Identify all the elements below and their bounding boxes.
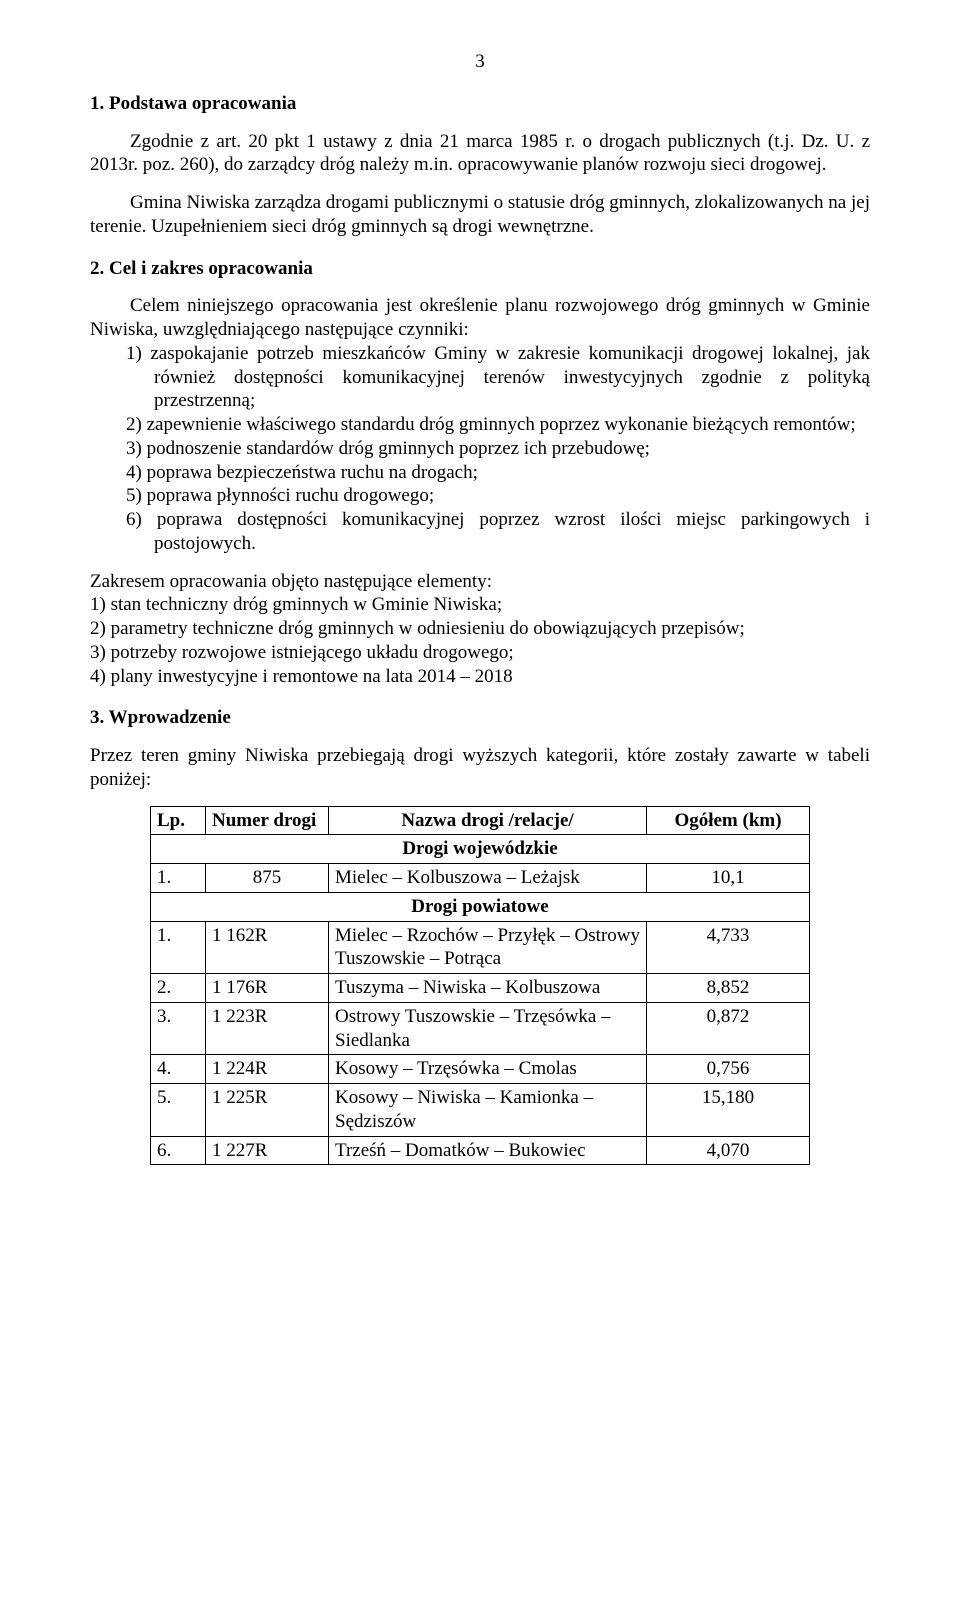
cell-nazwa: Kosowy – Trzęsówka – Cmolas (329, 1055, 647, 1084)
col-header-numer: Numer drogi (206, 806, 329, 835)
cell-lp: 1. (151, 864, 206, 893)
cell-numer: 1 225R (206, 1084, 329, 1137)
table-row: 1. 1 162R Mielec – Rzochów – Przyłęk – O… (151, 921, 810, 974)
cell-lp: 2. (151, 974, 206, 1003)
cell-nazwa: Ostrowy Tuszowskie – Trzęsówka – Siedlan… (329, 1002, 647, 1055)
cell-numer: 1 176R (206, 974, 329, 1003)
cell-ogolem: 15,180 (647, 1084, 810, 1137)
cell-nazwa: Kosowy – Niwiska – Kamionka – Sędziszów (329, 1084, 647, 1137)
cell-ogolem: 0,756 (647, 1055, 810, 1084)
list-item: 3) potrzeby rozwojowe istniejącego układ… (90, 641, 870, 665)
section-2-scope-list: 1) stan techniczny dróg gminnych w Gmini… (90, 593, 870, 688)
list-item: 4) plany inwestycyjne i remontowe na lat… (90, 665, 870, 689)
section-3-paragraph-1: Przez teren gminy Niwiska przebiegają dr… (90, 744, 870, 792)
cell-lp: 5. (151, 1084, 206, 1137)
cell-nazwa: Tuszyma – Niwiska – Kolbuszowa (329, 974, 647, 1003)
section-2-scope-intro: Zakresem opracowania objęto następujące … (90, 570, 870, 594)
subheader-cell: Drogi wojewódzkie (151, 835, 810, 864)
table-row: 2. 1 176R Tuszyma – Niwiska – Kolbuszowa… (151, 974, 810, 1003)
table-row: 3. 1 223R Ostrowy Tuszowskie – Trzęsówka… (151, 1002, 810, 1055)
subheader-cell: Drogi powiatowe (151, 892, 810, 921)
col-header-nazwa: Nazwa drogi /relacje/ (329, 806, 647, 835)
cell-numer: 1 224R (206, 1055, 329, 1084)
table-row: 1. 875 Mielec – Kolbuszowa – Leżajsk 10,… (151, 864, 810, 893)
cell-ogolem: 10,1 (647, 864, 810, 893)
cell-lp: 1. (151, 921, 206, 974)
roads-table: Lp. Numer drogi Nazwa drogi /relacje/ Og… (150, 806, 810, 1166)
cell-numer: 1 162R (206, 921, 329, 974)
cell-lp: 6. (151, 1136, 206, 1165)
table-row: 4. 1 224R Kosowy – Trzęsówka – Cmolas 0,… (151, 1055, 810, 1084)
cell-numer: 1 223R (206, 1002, 329, 1055)
section-2-factors-list: 1) zaspokajanie potrzeb mieszkańców Gmin… (90, 342, 870, 556)
cell-numer: 875 (206, 864, 329, 893)
cell-numer: 1 227R (206, 1136, 329, 1165)
document-page: 3 1. Podstawa opracowania Zgodnie z art.… (0, 0, 960, 1611)
page-number: 3 (90, 50, 870, 74)
section-1-paragraph-2: Gmina Niwiska zarządza drogami publiczny… (90, 191, 870, 239)
list-item: 6) poprawa dostępności komunikacyjnej po… (90, 508, 870, 556)
table-row: 5. 1 225R Kosowy – Niwiska – Kamionka – … (151, 1084, 810, 1137)
list-item: 1) zaspokajanie potrzeb mieszkańców Gmin… (90, 342, 870, 413)
list-item: 4) poprawa bezpieczeństwa ruchu na droga… (90, 461, 870, 485)
list-item: 2) parametry techniczne dróg gminnych w … (90, 617, 870, 641)
section-2-intro: Celem niniejszego opracowania jest okreś… (90, 294, 870, 342)
table-subheader-wojewodzkie: Drogi wojewódzkie (151, 835, 810, 864)
cell-nazwa: Mielec – Kolbuszowa – Leżajsk (329, 864, 647, 893)
section-3-heading: 3. Wprowadzenie (90, 706, 870, 730)
list-item: 3) podnoszenie standardów dróg gminnych … (90, 437, 870, 461)
col-header-lp: Lp. (151, 806, 206, 835)
cell-ogolem: 0,872 (647, 1002, 810, 1055)
col-header-ogolem: Ogółem (km) (647, 806, 810, 835)
list-item: 5) poprawa płynności ruchu drogowego; (90, 484, 870, 508)
table-row: 6. 1 227R Trześń – Domatków – Bukowiec 4… (151, 1136, 810, 1165)
cell-lp: 4. (151, 1055, 206, 1084)
table-header-row: Lp. Numer drogi Nazwa drogi /relacje/ Og… (151, 806, 810, 835)
cell-nazwa: Trześń – Domatków – Bukowiec (329, 1136, 647, 1165)
cell-nazwa: Mielec – Rzochów – Przyłęk – Ostrowy Tus… (329, 921, 647, 974)
list-item: 2) zapewnienie właściwego standardu dróg… (90, 413, 870, 437)
cell-ogolem: 4,070 (647, 1136, 810, 1165)
cell-ogolem: 4,733 (647, 921, 810, 974)
list-item: 1) stan techniczny dróg gminnych w Gmini… (90, 593, 870, 617)
cell-ogolem: 8,852 (647, 974, 810, 1003)
section-1-paragraph-1: Zgodnie z art. 20 pkt 1 ustawy z dnia 21… (90, 130, 870, 178)
section-1-heading: 1. Podstawa opracowania (90, 92, 870, 116)
cell-lp: 3. (151, 1002, 206, 1055)
table-subheader-powiatowe: Drogi powiatowe (151, 892, 810, 921)
section-2-heading: 2. Cel i zakres opracowania (90, 257, 870, 281)
roads-table-wrapper: Lp. Numer drogi Nazwa drogi /relacje/ Og… (150, 806, 810, 1166)
